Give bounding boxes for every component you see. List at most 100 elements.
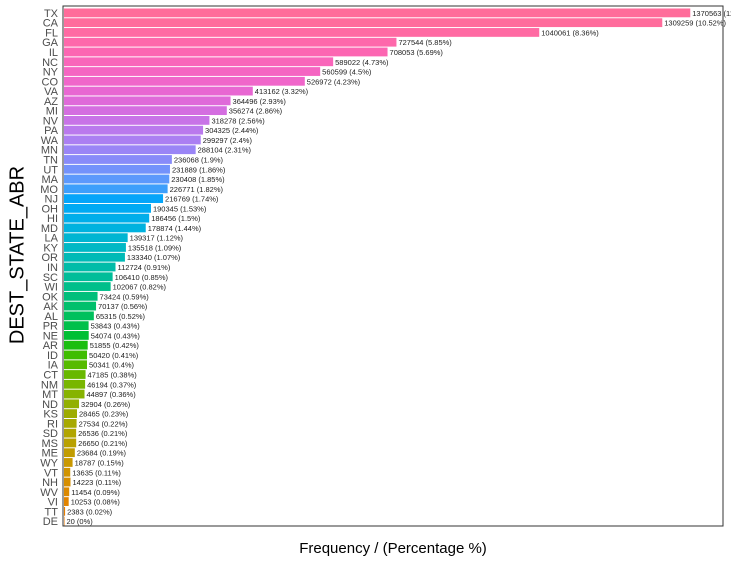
bar-wi (64, 282, 111, 291)
y-tick-label: TT (45, 506, 59, 518)
y-tick-label: TN (43, 154, 58, 166)
data-label: 26536 (0.21%) (78, 429, 128, 438)
y-tick-label: WI (45, 282, 58, 294)
data-label: 20 (0%) (67, 517, 94, 526)
y-tick-label: FL (45, 27, 58, 39)
y-tick-label: UT (43, 164, 58, 176)
data-label: 11454 (0.09%) (71, 488, 120, 497)
y-tick-label: GA (42, 37, 59, 49)
bar-mo (64, 184, 168, 194)
y-tick-label: CT (43, 370, 58, 382)
bar-mi (64, 106, 227, 116)
data-label: 413162 (3.32%) (255, 87, 309, 96)
data-label: 364496 (2.93%) (233, 97, 287, 106)
y-tick-label: OR (42, 252, 59, 264)
bar-ks (64, 409, 78, 419)
data-label: 50341 (0.4%) (89, 361, 135, 370)
data-label: 190345 (1.53%) (153, 204, 207, 213)
y-tick-label: KY (43, 242, 58, 254)
data-label: 50420 (0.41%) (89, 351, 139, 360)
data-label: 135518 (1.09%) (128, 243, 182, 252)
bar-in (64, 262, 116, 272)
data-label: 708053 (5.69%) (390, 48, 444, 57)
bar-ut (64, 164, 170, 174)
y-tick-label: ND (42, 399, 58, 411)
y-tick-label: VA (44, 86, 59, 98)
bar-nj (64, 194, 164, 203)
y-tick-label: MT (42, 389, 58, 401)
bar-ca (64, 18, 663, 28)
y-tick-label: MN (41, 145, 58, 157)
bar-vt (64, 467, 71, 477)
y-tick-label: OK (42, 291, 59, 303)
data-label: 54074 (0.43%) (91, 331, 141, 340)
data-label: 1309259 (10.52%) (664, 19, 726, 28)
y-tick-label: NY (43, 67, 59, 79)
bar-co (64, 76, 305, 86)
bar-tn (64, 155, 172, 164)
bar-ak (64, 301, 97, 311)
bar-ms (64, 438, 77, 448)
y-tick-label: PR (43, 321, 58, 333)
data-label: 13635 (0.11%) (72, 468, 121, 477)
bar-nm (64, 379, 86, 389)
bar-nd (64, 399, 80, 409)
bar-nv (64, 116, 210, 125)
y-tick-label: WY (40, 457, 58, 469)
data-label: 318278 (2.56%) (211, 116, 265, 125)
data-label: 589022 (4.73%) (335, 58, 389, 67)
bar-sc (64, 272, 113, 282)
x-axis-title: Frequency / (Percentage %) (299, 540, 487, 557)
data-label: 28465 (0.23%) (79, 410, 129, 419)
bar-me (64, 448, 75, 458)
data-label: 23684 (0.19%) (77, 449, 127, 458)
bar-mt (64, 389, 85, 399)
data-label: 139317 (1.12%) (130, 234, 184, 243)
data-label: 186456 (1.5%) (151, 214, 201, 223)
y-tick-label: MD (41, 223, 58, 235)
data-label: 526972 (4.23%) (307, 77, 361, 86)
bar-ct (64, 370, 86, 379)
y-tick-label: WA (41, 135, 59, 147)
data-label: 44897 (0.36%) (87, 390, 137, 399)
bar-wy (64, 458, 73, 467)
data-label: 356274 (2.86%) (229, 107, 283, 116)
data-label: 32904 (0.26%) (81, 400, 131, 409)
y-tick-label: RI (47, 418, 58, 430)
bar-vi (64, 497, 69, 506)
y-tick-label: LA (45, 233, 59, 245)
bar-ok (64, 291, 98, 301)
data-label: 27534 (0.22%) (79, 419, 129, 428)
bar-md (64, 223, 146, 233)
y-tick-label: CA (43, 18, 59, 30)
data-label: 73424 (0.59%) (100, 292, 150, 301)
bar-de (64, 516, 65, 526)
bar-ny (64, 67, 321, 76)
y-tick-label: NC (42, 57, 58, 69)
data-label: 299297 (2.4%) (203, 136, 253, 145)
y-tick-label: NM (41, 379, 58, 391)
bar-or (64, 252, 125, 262)
bar-fl (64, 28, 540, 37)
bar-ky (64, 243, 126, 252)
y-tick-label: MA (42, 174, 59, 186)
data-label: 10253 (0.08%) (71, 498, 121, 507)
data-label: 70137 (0.56%) (98, 302, 148, 311)
data-label: 2383 (0.02%) (67, 507, 113, 516)
y-tick-label: HI (47, 213, 58, 225)
y-tick-label: NJ (45, 194, 58, 206)
bar-il (64, 47, 388, 57)
bars-layer: TX 1370563 (11.01%) CA 1309259 (10.52%) FL 10… (40, 8, 731, 528)
y-tick-label: AR (43, 340, 58, 352)
data-label: 133340 (1.07%) (127, 253, 181, 262)
y-tick-label: AZ (44, 96, 58, 108)
data-label: 112724 (0.91%) (118, 263, 171, 272)
y-tick-label: KS (43, 409, 58, 421)
bar-nc (64, 57, 334, 67)
y-tick-label: CO (42, 76, 59, 88)
y-tick-label: OH (42, 203, 59, 215)
bar-tx (64, 8, 691, 18)
y-tick-label: NV (43, 115, 59, 127)
bar-nh (64, 477, 71, 487)
